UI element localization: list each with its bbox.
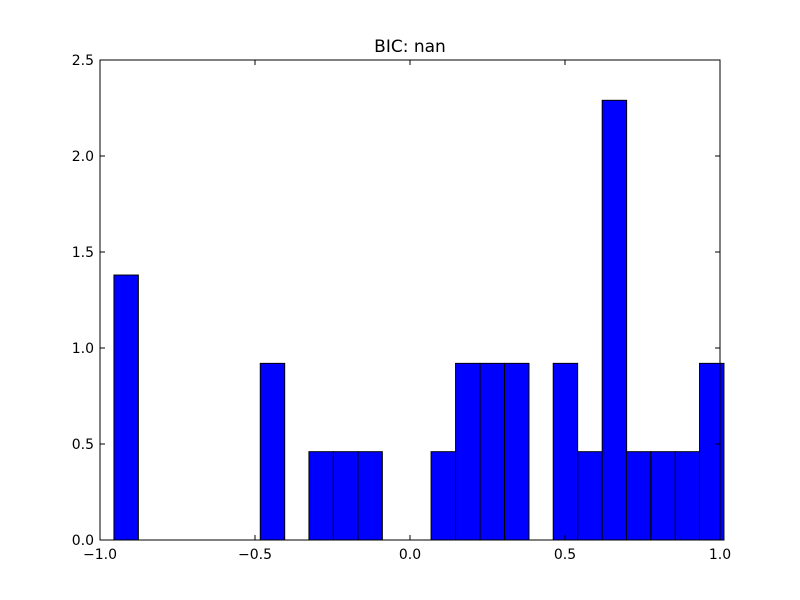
- y-tick-label-3: 1.5: [72, 245, 94, 261]
- histogram-bar-12: [625, 451, 652, 541]
- tick-labels: −1.0 −0.5 0.0 0.5 1.0 0.0 0.5 1.0 1.5 2.0 2.5: [72, 53, 731, 563]
- chart-title: BIC: nan: [374, 37, 446, 57]
- y-tick-label-1: 0.5: [72, 437, 94, 453]
- histogram-bar-10: [577, 451, 603, 541]
- histogram-bar-11: [601, 99, 628, 541]
- histogram-bar-4: [357, 451, 383, 541]
- x-tick-label-1: −0.5: [238, 547, 272, 563]
- histogram-bar-2: [308, 451, 334, 541]
- y-tick-label-5: 2.5: [72, 53, 94, 69]
- histogram-bar-8: [504, 362, 530, 541]
- histogram-bar-0: [113, 274, 139, 541]
- y-tick-label-4: 2.0: [72, 149, 94, 165]
- x-tick-label-4: 1.0: [709, 547, 731, 563]
- x-tick-label-2: 0.0: [399, 547, 421, 563]
- histogram-bar-1: [259, 362, 286, 541]
- bars-group: [113, 99, 725, 541]
- histogram-bar-9: [552, 362, 579, 541]
- histogram-bar-14: [674, 451, 701, 541]
- y-tick-label-0: 0.0: [72, 533, 94, 549]
- histogram-bar-3: [332, 451, 359, 541]
- y-tick-label-2: 1.0: [72, 341, 94, 357]
- histogram-bar-5: [430, 451, 457, 541]
- histogram-bar-6: [455, 362, 481, 541]
- tick-marks: [99, 59, 721, 541]
- histogram-bar-13: [650, 451, 676, 541]
- x-tick-label-0: −1.0: [83, 547, 117, 563]
- histogram-bar-7: [479, 362, 505, 541]
- x-tick-label-3: 0.5: [554, 547, 576, 563]
